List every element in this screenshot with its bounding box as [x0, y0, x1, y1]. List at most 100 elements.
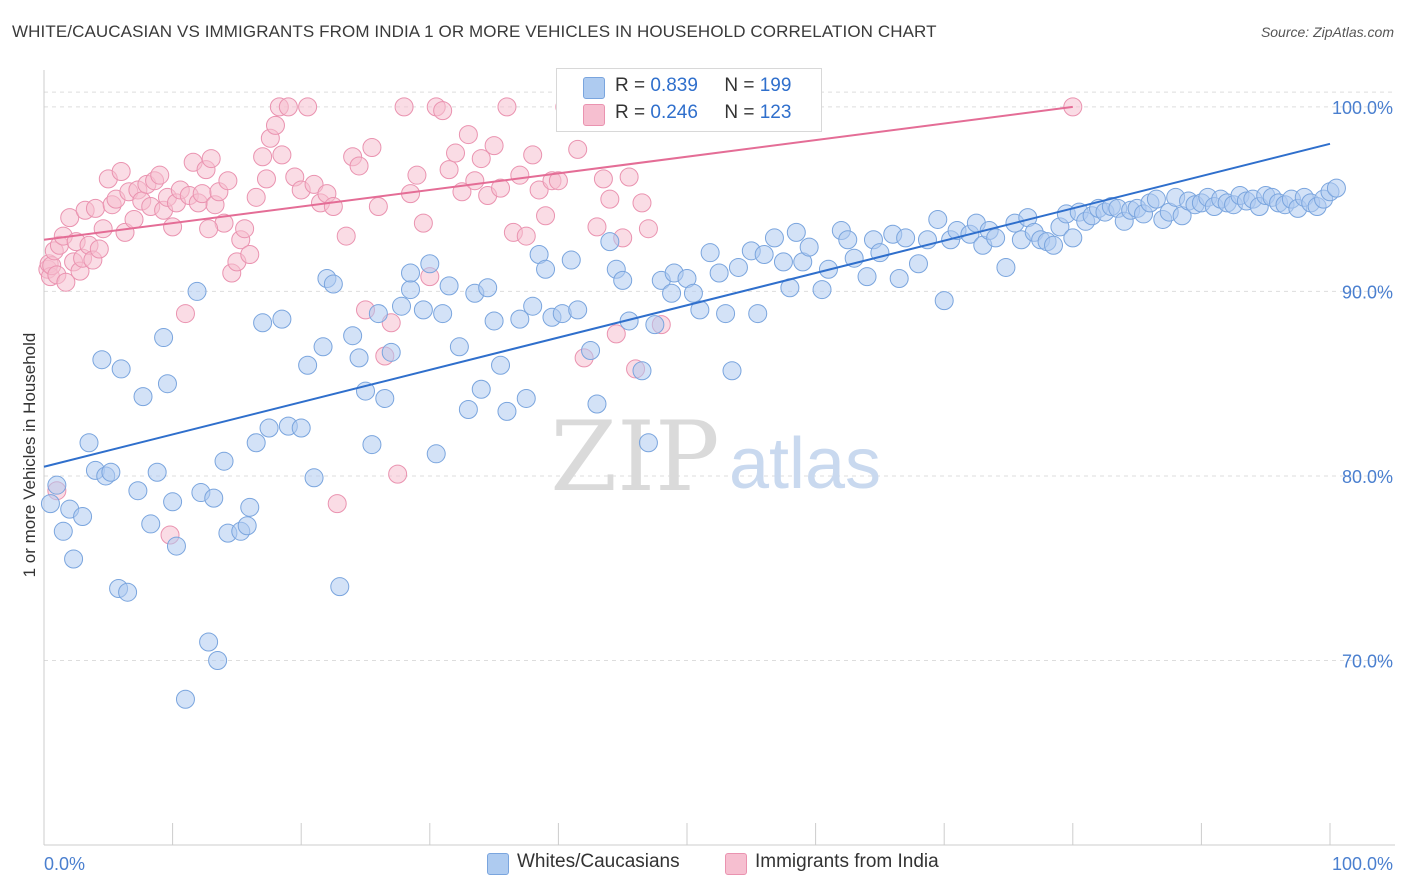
n-label: N = — [724, 75, 755, 96]
whites-point — [237, 516, 257, 536]
whites-point — [154, 328, 174, 348]
whites-point — [330, 577, 350, 597]
whites-point — [561, 250, 581, 270]
whites-point — [40, 494, 60, 514]
india-point — [201, 149, 221, 169]
whites-point — [53, 521, 73, 541]
whites-point — [187, 281, 207, 301]
india-point — [446, 143, 466, 163]
india-point — [111, 161, 131, 181]
y-tick-label: 80.0% — [1342, 467, 1393, 487]
india-point — [523, 145, 543, 165]
whites-point — [536, 259, 556, 279]
whites-point — [413, 300, 433, 320]
stats-legend: R = 0.839 N = 199 R = 0.246 N = 123 — [556, 68, 822, 132]
whites-point — [163, 492, 183, 512]
india-point — [336, 226, 356, 246]
axis-labels: 70.0% 80.0% 90.0% 100.0% 0.0% 100.0% — [44, 98, 1393, 874]
whites-point — [568, 300, 588, 320]
y-axis-label: 1 or more Vehicles in Household — [20, 333, 39, 578]
whites-point — [304, 468, 324, 488]
whites-point — [896, 228, 916, 248]
r-label: R = — [615, 102, 646, 123]
india-point — [124, 209, 144, 229]
legend-swatch-pink — [583, 104, 605, 126]
whites-point — [709, 263, 729, 283]
whites-point — [690, 300, 710, 320]
whites-point — [986, 228, 1006, 248]
whites-point — [728, 257, 748, 277]
bottom-legend-swatch-pink — [725, 853, 747, 875]
whites-point — [323, 274, 343, 294]
india-point — [150, 165, 170, 185]
r-value-whites: 0.839 — [650, 75, 698, 96]
india-point — [253, 147, 273, 167]
whites-point — [381, 342, 401, 362]
india-point — [593, 169, 613, 189]
bottom-legend-label-whites: Whites/Caucasians — [517, 851, 680, 872]
watermark-zip: ZIP — [550, 401, 719, 513]
whites-point — [484, 311, 504, 331]
n-value-india: 123 — [759, 102, 792, 123]
whites-point — [889, 269, 909, 289]
whites-point — [47, 475, 67, 495]
y-tick-label: 100.0% — [1332, 98, 1393, 118]
india-point — [327, 494, 347, 514]
whites-point — [619, 311, 639, 331]
india-point — [304, 174, 324, 194]
x-tick-label-max: 100.0% — [1332, 854, 1393, 874]
whites-point — [111, 359, 131, 379]
whites-point — [471, 379, 491, 399]
whites-point — [812, 280, 832, 300]
india-point — [606, 324, 626, 344]
whites-point — [449, 337, 469, 357]
india-point — [638, 219, 658, 239]
whites-point — [118, 582, 138, 602]
india-point — [265, 115, 285, 135]
whites-point — [638, 433, 658, 453]
whites-point — [64, 549, 84, 569]
whites-point — [716, 304, 736, 324]
whites-point — [199, 632, 219, 652]
india-point — [85, 198, 105, 218]
whites-point — [632, 361, 652, 381]
india-point — [510, 165, 530, 185]
india-point — [388, 464, 408, 484]
india-point — [278, 97, 298, 117]
r-label: R = — [615, 75, 646, 96]
whites-points — [40, 178, 1346, 709]
whites-point — [908, 254, 928, 274]
whites-point — [298, 355, 318, 375]
india-point — [272, 145, 292, 165]
y-tick-label: 90.0% — [1342, 282, 1393, 302]
whites-point — [147, 462, 167, 482]
india-point — [433, 101, 453, 121]
india-point — [619, 167, 639, 187]
india-point — [93, 219, 113, 239]
whites-trend-line — [43, 142, 1331, 468]
whites-point — [799, 237, 819, 257]
whites-point — [700, 243, 720, 263]
whites-point — [73, 507, 93, 527]
whites-point — [1044, 235, 1064, 255]
india-point — [394, 97, 414, 117]
whites-point — [204, 488, 224, 508]
india-point — [407, 165, 427, 185]
whites-point — [764, 228, 784, 248]
whites-point — [478, 278, 498, 298]
india-point — [497, 97, 517, 117]
whites-point — [253, 313, 273, 333]
whites-point — [246, 433, 266, 453]
india-point — [362, 138, 382, 157]
india-point — [199, 219, 219, 239]
whites-point — [272, 309, 292, 329]
whites-point — [996, 257, 1016, 277]
whites-point — [208, 650, 228, 670]
whites-point — [426, 444, 446, 464]
whites-point — [497, 401, 517, 421]
chart-title: WHITE/CAUCASIAN VS IMMIGRANTS FROM INDIA… — [12, 22, 937, 41]
whites-point — [101, 462, 121, 482]
india-point — [458, 125, 478, 145]
india-point — [349, 156, 369, 176]
